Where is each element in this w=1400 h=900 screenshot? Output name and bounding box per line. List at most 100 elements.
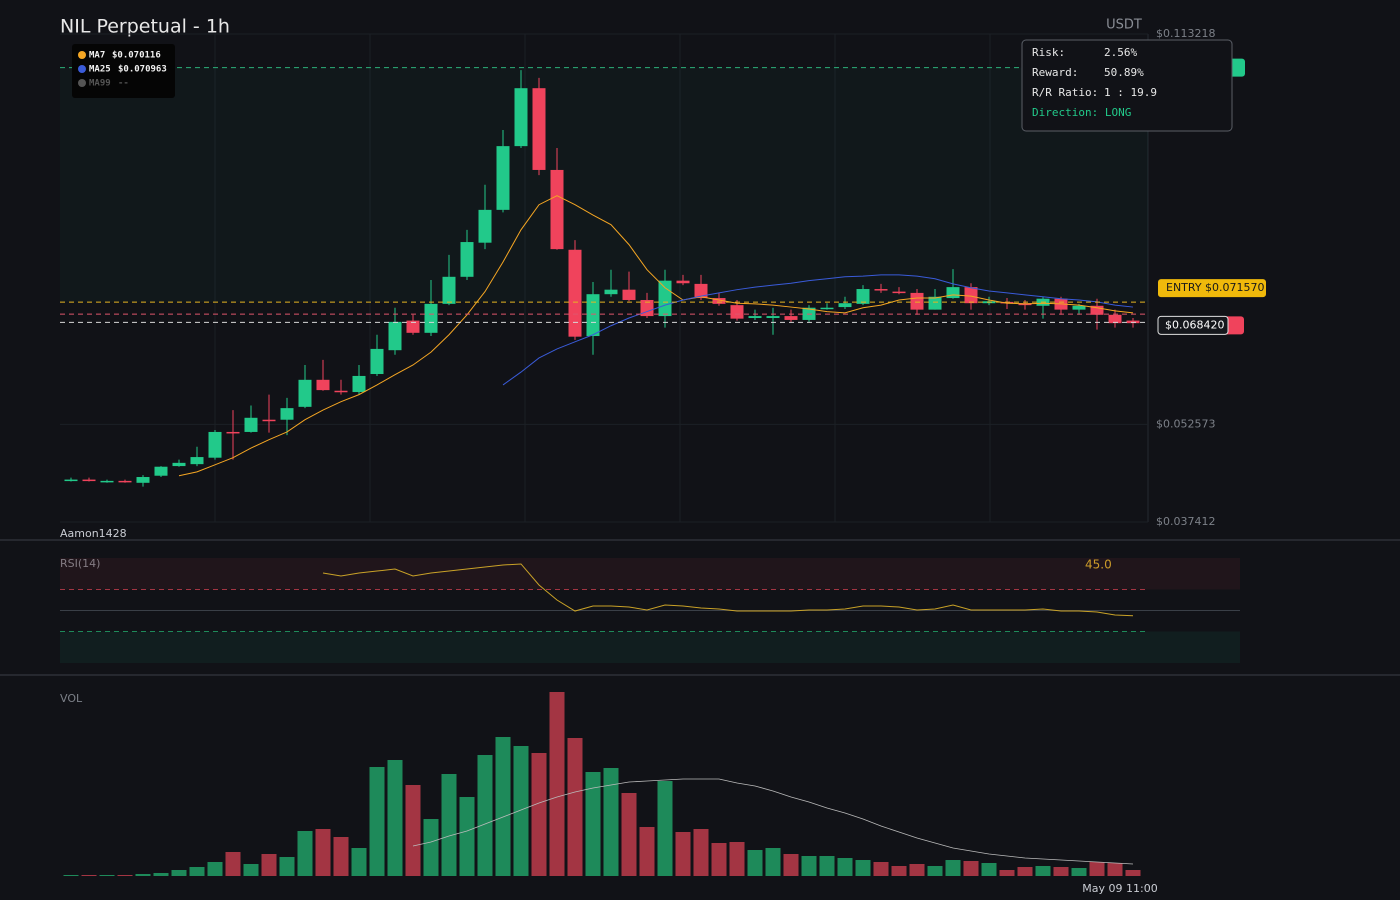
candle-body bbox=[352, 375, 366, 393]
volume-bar bbox=[855, 860, 871, 876]
candle-body bbox=[820, 307, 834, 310]
candle-body bbox=[694, 283, 708, 299]
candle-body bbox=[1126, 320, 1140, 324]
info-label: Reward: bbox=[1032, 66, 1078, 79]
profit-zone bbox=[60, 68, 1148, 303]
candle-body bbox=[514, 88, 528, 147]
ma-line bbox=[502, 274, 1134, 386]
legend-value: $0.070963 bbox=[118, 65, 167, 75]
candle-body bbox=[586, 294, 600, 337]
candle-body bbox=[1108, 314, 1122, 324]
volume-bar bbox=[891, 866, 907, 876]
volume-bar bbox=[999, 870, 1015, 876]
candle-body bbox=[766, 316, 780, 319]
candle-body bbox=[226, 431, 240, 434]
volume-bar bbox=[513, 746, 529, 876]
legend-dot bbox=[78, 65, 86, 73]
chart-title: NIL Perpetual - 1h bbox=[60, 16, 230, 38]
volume-bar bbox=[927, 866, 943, 876]
volume-bar bbox=[549, 692, 565, 876]
candle-body bbox=[370, 348, 384, 375]
volume-bar bbox=[1107, 863, 1123, 876]
info-value: 50.89% bbox=[1104, 66, 1144, 79]
candle-body bbox=[334, 390, 348, 393]
candle-body bbox=[622, 289, 636, 300]
legend-dot bbox=[78, 51, 86, 59]
candle-body bbox=[604, 289, 618, 295]
volume-bar bbox=[261, 854, 277, 876]
volume-bar bbox=[225, 852, 241, 876]
candle-body bbox=[262, 419, 276, 422]
volume-bar bbox=[423, 819, 439, 876]
volume-bar bbox=[621, 793, 637, 876]
volume-bar bbox=[603, 768, 619, 876]
candle-body bbox=[964, 287, 978, 304]
volume-bar bbox=[495, 737, 511, 876]
volume-bar bbox=[1125, 870, 1141, 876]
candle-body bbox=[946, 287, 960, 299]
candle-body bbox=[460, 242, 474, 277]
candle-body bbox=[910, 292, 924, 310]
volume-bar bbox=[711, 843, 727, 876]
info-value: 1 : 19.9 bbox=[1104, 86, 1157, 99]
volume-bar bbox=[153, 873, 169, 876]
volume-bar bbox=[873, 862, 889, 876]
legend-value: $0.070116 bbox=[112, 51, 161, 61]
info-label: Risk: bbox=[1032, 46, 1065, 59]
info-value: 2.56% bbox=[1104, 46, 1137, 59]
volume-bar bbox=[1089, 862, 1105, 876]
volume-bar bbox=[567, 738, 583, 876]
candle-body bbox=[712, 298, 726, 304]
volume-bar bbox=[531, 753, 547, 876]
candle-body bbox=[388, 321, 402, 351]
volume-bar bbox=[81, 875, 97, 876]
candle-body bbox=[208, 431, 222, 458]
candle-body bbox=[568, 249, 582, 337]
volume-bar bbox=[243, 864, 259, 876]
candle-body bbox=[676, 280, 690, 284]
volume-bar bbox=[675, 832, 691, 876]
volume-bar bbox=[1071, 868, 1087, 876]
volume-bar bbox=[477, 755, 493, 876]
candle-body bbox=[640, 299, 654, 317]
candle-body bbox=[244, 417, 258, 432]
candle-body bbox=[82, 479, 96, 482]
volume-bar bbox=[909, 864, 925, 876]
volume-bar bbox=[981, 863, 997, 876]
candle-body bbox=[928, 296, 942, 310]
candle-body bbox=[1000, 301, 1014, 304]
volume-bar bbox=[333, 837, 349, 876]
volume-bar bbox=[729, 842, 745, 876]
volume-bar bbox=[693, 829, 709, 876]
price-tag bbox=[1157, 315, 1229, 335]
volume-bar bbox=[99, 875, 115, 876]
legend-box bbox=[72, 44, 175, 98]
volume-bar bbox=[639, 827, 655, 876]
candle-body bbox=[1090, 305, 1104, 315]
price-tag-label: $0.068420 bbox=[1165, 318, 1225, 331]
vol-title: VOL bbox=[60, 692, 83, 705]
volume-bar bbox=[189, 867, 205, 876]
volume-bar bbox=[315, 829, 331, 876]
candle-body bbox=[730, 305, 744, 319]
candle-body bbox=[172, 462, 186, 467]
y-tick-label: $0.052573 bbox=[1156, 417, 1216, 430]
candle-body bbox=[892, 291, 906, 294]
candle-body bbox=[532, 88, 546, 170]
volume-bar bbox=[837, 858, 853, 876]
volume-bar bbox=[459, 797, 475, 876]
candle-body bbox=[118, 480, 132, 483]
volume-bar bbox=[369, 767, 385, 876]
candle-body bbox=[1072, 305, 1086, 310]
rsi-title: RSI(14) bbox=[60, 557, 100, 570]
volume-bar bbox=[63, 875, 79, 876]
volume-bar bbox=[585, 772, 601, 876]
volume-bar bbox=[1035, 866, 1051, 876]
volume-bar bbox=[279, 857, 295, 876]
candle-body bbox=[874, 289, 888, 291]
candle-body bbox=[406, 320, 420, 333]
currency: USDT bbox=[1106, 18, 1142, 33]
volume-bar bbox=[1053, 867, 1069, 876]
